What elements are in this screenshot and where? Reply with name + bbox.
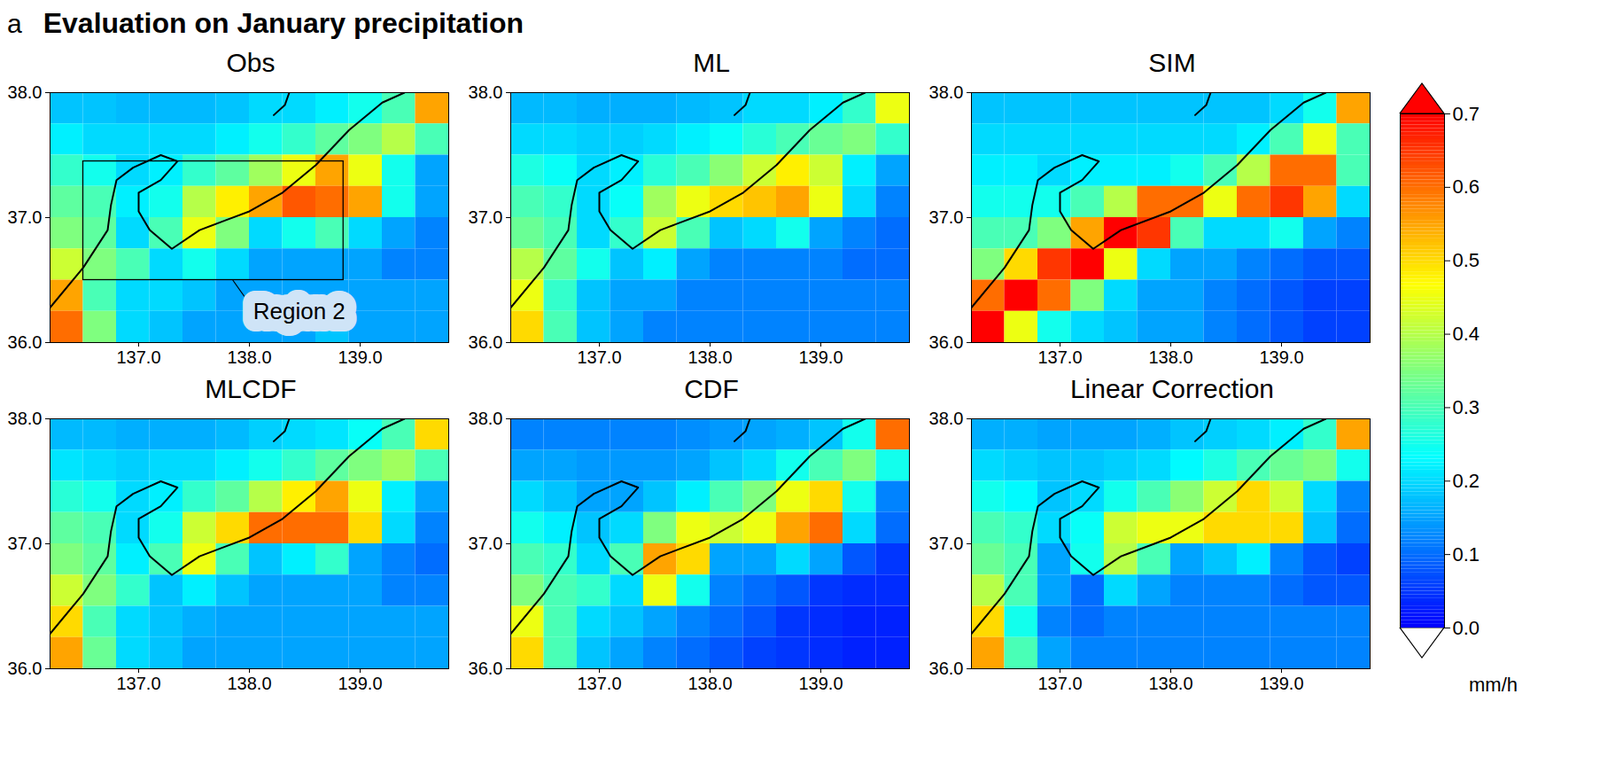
svg-text:38.0: 38.0 <box>929 408 964 428</box>
svg-text:138.0: 138.0 <box>687 673 732 693</box>
svg-text:137.0: 137.0 <box>576 673 622 693</box>
html-text:MLCDF: MLCDF <box>204 373 297 404</box>
svg-text:137.0: 137.0 <box>1037 347 1082 367</box>
svg-text:0.2: 0.2 <box>1452 469 1481 492</box>
html-text:ML: ML <box>692 47 730 78</box>
svg-text:0.3: 0.3 <box>1452 396 1481 419</box>
html-text:Obs: Obs <box>226 47 276 78</box>
svg-text:0.6: 0.6 <box>1452 175 1481 198</box>
svg-text:37.0: 37.0 <box>7 207 43 227</box>
svg-text:0.4: 0.4 <box>1452 322 1481 345</box>
svg-text:36.0: 36.0 <box>7 332 43 352</box>
svg-text:137.0: 137.0 <box>576 347 622 367</box>
svg-text:137.0: 137.0 <box>1037 673 1082 693</box>
svg-text:37.0: 37.0 <box>7 533 43 553</box>
svg-text:0.1: 0.1 <box>1452 543 1481 566</box>
html-text:CDF: CDF <box>684 373 739 404</box>
svg-text:138.0: 138.0 <box>1148 347 1193 367</box>
svg-text:37.0: 37.0 <box>468 207 504 227</box>
svg-text:37.0: 37.0 <box>929 207 964 227</box>
svg-text:139.0: 139.0 <box>798 673 843 693</box>
svg-text:38.0: 38.0 <box>468 82 504 102</box>
svg-text:38.0: 38.0 <box>7 82 43 102</box>
svg-text:38.0: 38.0 <box>468 408 504 428</box>
svg-text:37.0: 37.0 <box>929 533 964 553</box>
svg-text:38.0: 38.0 <box>7 408 43 428</box>
html-text:Evaluation on January precipit: Evaluation on January precipitation <box>43 7 524 39</box>
svg-text:137.0: 137.0 <box>116 673 161 693</box>
html-text:mm/h: mm/h <box>1468 673 1518 696</box>
html-text:Linear Correction: Linear Correction <box>1070 373 1275 404</box>
svg-text:0.5: 0.5 <box>1452 248 1481 272</box>
svg-text:139.0: 139.0 <box>1258 347 1304 367</box>
svg-text:138.0: 138.0 <box>226 673 272 693</box>
svg-text:138.0: 138.0 <box>226 347 272 367</box>
svg-text:138.0: 138.0 <box>1148 673 1193 693</box>
svg-text:36.0: 36.0 <box>468 658 504 678</box>
svg-text:0.0: 0.0 <box>1452 616 1481 639</box>
svg-text:36.0: 36.0 <box>468 332 504 352</box>
svg-text:36.0: 36.0 <box>929 332 964 352</box>
svg-text:38.0: 38.0 <box>929 82 964 102</box>
html-text:a: a <box>7 8 22 39</box>
svg-text:137.0: 137.0 <box>116 347 161 367</box>
svg-text:36.0: 36.0 <box>7 658 43 678</box>
html-text:SIM: SIM <box>1148 47 1196 78</box>
svg-text:139.0: 139.0 <box>1258 673 1304 693</box>
svg-text:139.0: 139.0 <box>798 347 843 367</box>
svg-text:139.0: 139.0 <box>337 673 382 693</box>
svg-text:138.0: 138.0 <box>687 347 732 367</box>
svg-text:37.0: 37.0 <box>468 533 504 553</box>
svg-text:139.0: 139.0 <box>337 347 382 367</box>
svg-text:36.0: 36.0 <box>929 658 964 678</box>
svg-text:0.7: 0.7 <box>1452 102 1481 125</box>
svg-text:Region 2: Region 2 <box>253 297 346 325</box>
